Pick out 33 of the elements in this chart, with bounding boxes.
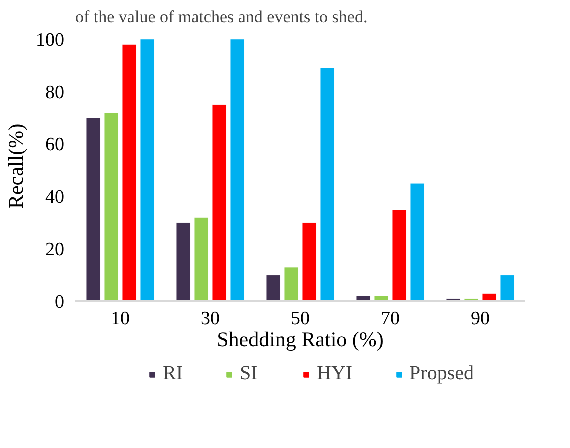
- bar: [266, 275, 281, 302]
- y-tick-label: 0: [55, 292, 64, 313]
- bar: [284, 267, 299, 302]
- bar: [104, 112, 119, 302]
- bar: [392, 210, 407, 302]
- legend-label: Propsed: [410, 362, 474, 386]
- legend-label: SI: [240, 362, 259, 386]
- bar: [140, 39, 155, 302]
- x-tick-label: 90: [471, 308, 490, 330]
- x-axis-title: Shedding Ratio (%): [217, 328, 384, 352]
- y-tick-label: 20: [46, 240, 64, 261]
- bar: [194, 217, 209, 302]
- legend-label: HYI: [317, 362, 353, 386]
- y-tick-label: 40: [46, 187, 64, 208]
- x-tick-label: 30: [201, 308, 220, 330]
- x-tick-label: 70: [381, 308, 400, 330]
- bar: [410, 183, 425, 302]
- bar: [320, 68, 335, 302]
- x-tick-label: 50: [291, 308, 310, 330]
- y-tick-label: 60: [46, 134, 64, 156]
- y-tick-label: 100: [36, 30, 64, 51]
- y-tick-label: 80: [46, 82, 64, 104]
- text: of the value of matches and events to shed.: [76, 8, 368, 26]
- bar: [176, 222, 191, 302]
- bar: [230, 39, 245, 302]
- bar: [302, 222, 317, 302]
- bar: [122, 44, 137, 302]
- x-tick-label: 10: [111, 308, 130, 330]
- bar: [212, 104, 227, 302]
- y-axis-title: Recall(%): [4, 124, 28, 210]
- bar: [86, 118, 101, 302]
- legend-label: RI: [163, 362, 183, 386]
- bar: [500, 275, 515, 302]
